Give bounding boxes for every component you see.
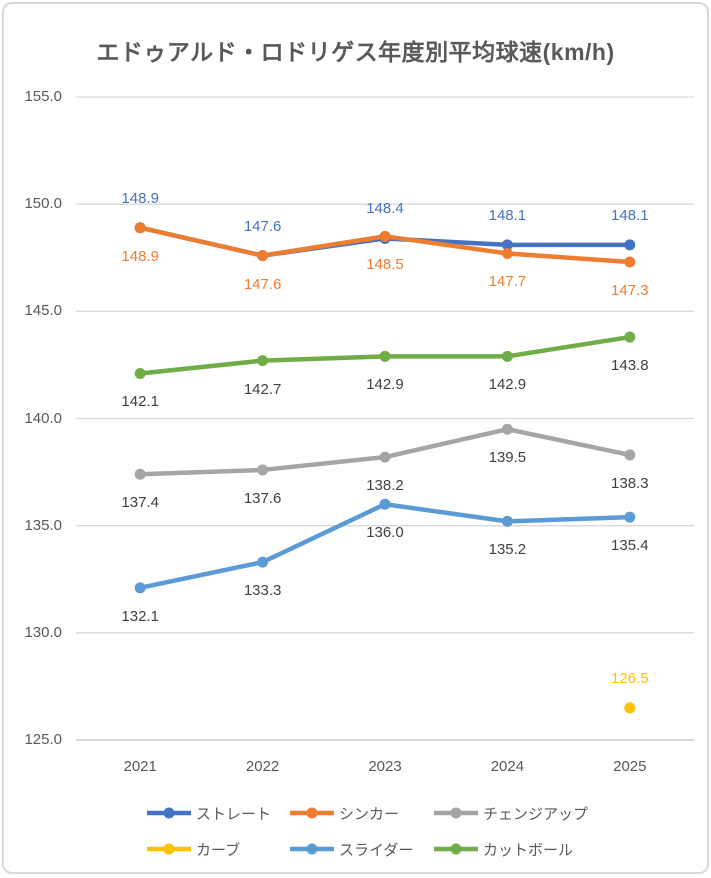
- chart-title: エドゥアルド・ロドリゲス年度別平均球速(km/h): [96, 39, 615, 65]
- data-label-straight: 148.4: [366, 200, 404, 218]
- x-axis-tick-label: 2025: [613, 758, 647, 775]
- legend-marker-slider: [290, 843, 334, 855]
- data-label-straight: 147.6: [243, 217, 282, 235]
- data-label-changeup: 137.6: [243, 489, 282, 507]
- series-marker-changeup: [134, 468, 146, 480]
- series-marker-cutter: [379, 350, 391, 362]
- x-axis-tick-label: 2024: [490, 758, 525, 775]
- series-marker-cutter: [257, 355, 269, 367]
- y-axis-tick-label: 125.0: [24, 731, 62, 748]
- series-marker-changeup: [257, 464, 269, 476]
- y-axis-tick-label: 140.0: [24, 409, 62, 427]
- legend-marker-straight: [147, 807, 191, 819]
- data-label-sinker: 147.6: [243, 275, 282, 293]
- data-label-slider: 132.1: [121, 607, 159, 625]
- series-marker-slider: [134, 582, 146, 594]
- series-marker-slider: [624, 511, 636, 523]
- legend-item-straight: ストレート: [147, 803, 271, 823]
- series-marker-curve: [624, 702, 636, 714]
- series-marker-straight: [624, 239, 636, 251]
- series-marker-sinker: [134, 222, 146, 234]
- y-axis-tick-label: 130.0: [24, 623, 62, 641]
- y-axis-tick-label: 135.0: [24, 516, 62, 534]
- series-marker-slider: [379, 498, 391, 510]
- legend-marker-curve: [147, 843, 191, 855]
- series-marker-cutter: [624, 331, 636, 343]
- data-label-changeup: 137.4: [121, 494, 159, 512]
- data-label-sinker: 147.7: [488, 273, 527, 291]
- data-label-slider: 133.3: [243, 582, 282, 600]
- data-label-slider: 135.4: [611, 537, 649, 555]
- legend-label-slider: スライダー: [339, 841, 414, 859]
- x-axis-tick-label: 2022: [245, 758, 280, 775]
- series-marker-straight: [501, 239, 513, 251]
- data-label-cutter: 142.9: [366, 376, 404, 394]
- legend-item-curve: カーブ: [147, 839, 240, 859]
- x-axis-tick-label: 2023: [368, 758, 402, 775]
- legend-marker-changeup: [434, 807, 478, 819]
- legend-item-sinker: シンカー: [290, 803, 399, 823]
- series-marker-cutter: [501, 350, 513, 362]
- series-marker-cutter: [134, 367, 146, 379]
- y-axis-tick-label: 145.0: [24, 302, 62, 320]
- series-marker-changeup: [379, 451, 391, 463]
- series-line-slider: [137, 501, 633, 591]
- data-label-curve: 126.5: [611, 669, 649, 687]
- data-label-slider: 135.2: [488, 541, 527, 559]
- y-axis-tick-label: 155.0: [24, 88, 62, 105]
- data-label-straight: 148.1: [611, 206, 649, 224]
- legend-item-changeup: チェンジアップ: [434, 803, 588, 823]
- data-label-straight: 148.1: [488, 206, 527, 224]
- legend-marker-cutter: [434, 843, 478, 855]
- data-label-cutter: 143.8: [611, 357, 649, 375]
- series-marker-changeup: [501, 423, 513, 435]
- legend-marker-sinker: [290, 807, 334, 819]
- data-label-straight: 148.9: [121, 189, 159, 207]
- series-marker-sinker: [379, 230, 391, 242]
- x-axis-tick-label: 2021: [123, 758, 157, 775]
- legend-label-curve: カーブ: [196, 841, 241, 859]
- data-label-sinker: 147.3: [611, 282, 649, 300]
- plot-area: [76, 96, 694, 741]
- data-label-cutter: 142.9: [488, 376, 527, 394]
- series-marker-changeup: [624, 449, 636, 461]
- y-axis-tick-label: 150.0: [24, 195, 62, 213]
- series-marker-slider: [501, 515, 513, 527]
- series-marker-sinker: [257, 250, 269, 262]
- data-label-changeup: 138.3: [611, 474, 649, 492]
- legend-label-cutter: カットボール: [483, 841, 574, 859]
- data-label-slider: 136.0: [366, 524, 404, 542]
- legend-item-slider: スライダー: [290, 839, 413, 859]
- data-label-sinker: 148.9: [121, 247, 159, 265]
- legend-label-sinker: シンカー: [339, 805, 400, 823]
- data-label-changeup: 138.2: [366, 477, 404, 495]
- series-marker-sinker: [501, 247, 513, 259]
- legend-item-cutter: カットボール: [434, 839, 573, 859]
- legend-label-changeup: チェンジアップ: [483, 805, 589, 823]
- data-label-cutter: 142.1: [121, 393, 159, 411]
- legend-label-straight: ストレート: [196, 805, 272, 823]
- series-marker-slider: [257, 556, 269, 568]
- series-marker-sinker: [624, 256, 636, 268]
- data-label-changeup: 139.5: [488, 449, 527, 467]
- data-label-sinker: 148.5: [366, 256, 404, 274]
- data-label-cutter: 142.7: [243, 380, 282, 398]
